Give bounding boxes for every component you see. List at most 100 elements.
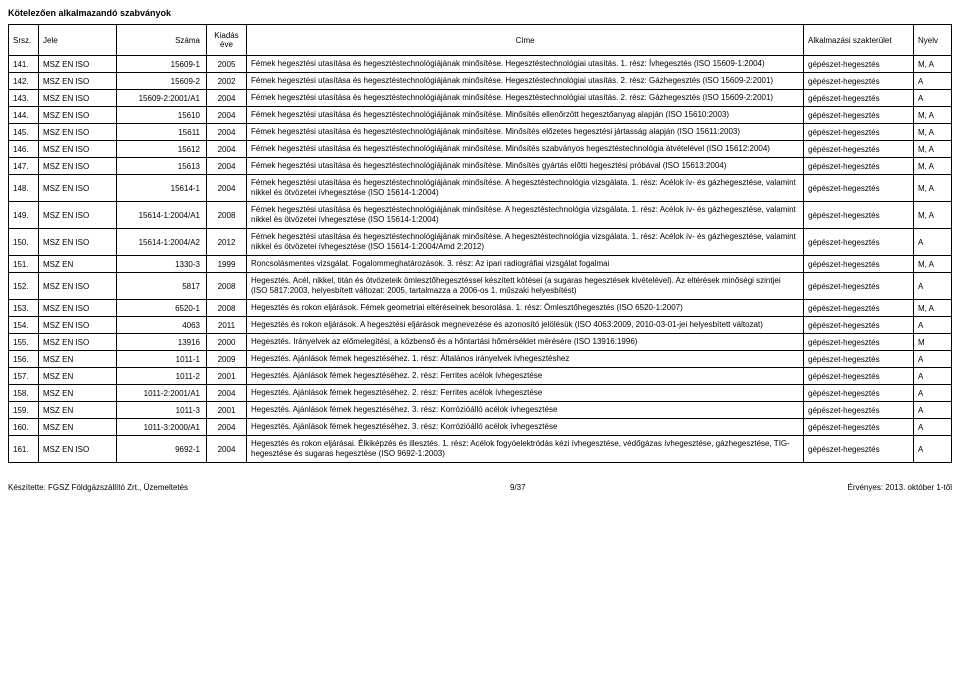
cell-ev: 2004 [207,124,247,141]
cell-szak: gépészet-hegesztés [804,368,914,385]
cell-cime: Fémek hegesztési utasítása és hegesztést… [247,158,804,175]
cell-szak: gépészet-hegesztés [804,90,914,107]
table-row: 160.MSZ EN1011-3:2000/A12004Hegesztés. A… [9,419,952,436]
cell-szak: gépészet-hegesztés [804,158,914,175]
cell-cime: Hegesztés. Ajánlások fémek hegesztéséhez… [247,351,804,368]
cell-srsz: 154. [9,317,39,334]
cell-szama: 13916 [117,334,207,351]
cell-srsz: 142. [9,73,39,90]
cell-srsz: 143. [9,90,39,107]
table-row: 155.MSZ EN ISO139162000Hegesztés. Iránye… [9,334,952,351]
cell-nyelv: M, A [914,124,952,141]
cell-jele: MSZ EN ISO [39,124,117,141]
cell-nyelv: A [914,73,952,90]
cell-szak: gépészet-hegesztés [804,56,914,73]
cell-jele: MSZ EN ISO [39,56,117,73]
table-row: 148.MSZ EN ISO15614-12004Fémek hegesztés… [9,175,952,202]
cell-jele: MSZ EN [39,351,117,368]
table-row: 156.MSZ EN1011-12009Hegesztés. Ajánlások… [9,351,952,368]
cell-jele: MSZ EN [39,368,117,385]
cell-ev: 2001 [207,402,247,419]
cell-cime: Hegesztés. Irányelvek az előmelegítési, … [247,334,804,351]
cell-nyelv: M, A [914,158,952,175]
header-nyelv: Nyelv [914,25,952,56]
cell-szama: 15614-1 [117,175,207,202]
cell-ev: 2008 [207,202,247,229]
doc-title: Kötelezően alkalmazandó szabványok [8,8,952,18]
cell-ev: 1999 [207,256,247,273]
cell-nyelv: M, A [914,175,952,202]
cell-jele: MSZ EN [39,256,117,273]
cell-nyelv: A [914,385,952,402]
cell-srsz: 146. [9,141,39,158]
cell-ev: 2004 [207,436,247,463]
table-row: 157.MSZ EN1011-22001Hegesztés. Ajánlások… [9,368,952,385]
cell-srsz: 159. [9,402,39,419]
table-row: 150.MSZ EN ISO15614-1:2004/A22012Fémek h… [9,229,952,256]
footer-right: Érvényes: 2013. október 1-től [847,483,952,492]
cell-nyelv: A [914,419,952,436]
cell-srsz: 148. [9,175,39,202]
cell-cime: Fémek hegesztési utasítása és hegesztést… [247,73,804,90]
cell-szama: 15609-1 [117,56,207,73]
cell-srsz: 152. [9,273,39,300]
cell-jele: MSZ EN [39,419,117,436]
cell-cime: Fémek hegesztési utasítása és hegesztést… [247,107,804,124]
cell-srsz: 151. [9,256,39,273]
header-ev: Kiadás éve [207,25,247,56]
cell-srsz: 153. [9,300,39,317]
cell-szama: 5817 [117,273,207,300]
cell-srsz: 158. [9,385,39,402]
cell-szama: 15609-2 [117,73,207,90]
cell-ev: 2008 [207,273,247,300]
table-row: 142.MSZ EN ISO15609-22002Fémek hegesztés… [9,73,952,90]
cell-szak: gépészet-hegesztés [804,202,914,229]
cell-szak: gépészet-hegesztés [804,273,914,300]
table-row: 149.MSZ EN ISO15614-1:2004/A12008Fémek h… [9,202,952,229]
table-row: 146.MSZ EN ISO156122004Fémek hegesztési … [9,141,952,158]
cell-cime: Hegesztés és rokon eljárásai. Élkiképzés… [247,436,804,463]
cell-srsz: 160. [9,419,39,436]
cell-nyelv: M, A [914,141,952,158]
cell-jele: MSZ EN [39,385,117,402]
cell-jele: MSZ EN ISO [39,317,117,334]
cell-cime: Fémek hegesztési utasítása és hegesztést… [247,90,804,107]
cell-ev: 2004 [207,385,247,402]
cell-szak: gépészet-hegesztés [804,124,914,141]
cell-jele: MSZ EN ISO [39,202,117,229]
cell-ev: 2011 [207,317,247,334]
cell-jele: MSZ EN ISO [39,436,117,463]
cell-ev: 2009 [207,351,247,368]
cell-ev: 2004 [207,107,247,124]
cell-nyelv: M, A [914,107,952,124]
cell-cime: Hegesztés. Ajánlások fémek hegesztéséhez… [247,385,804,402]
table-row: 153.MSZ EN ISO6520-12008Hegesztés és rok… [9,300,952,317]
cell-szak: gépészet-hegesztés [804,229,914,256]
standards-table: Srsz. Jele Száma Kiadás éve Címe Alkalma… [8,24,952,463]
cell-szama: 15614-1:2004/A1 [117,202,207,229]
table-row: 145.MSZ EN ISO156112004Fémek hegesztési … [9,124,952,141]
cell-cime: Roncsolásmentes vizsgálat. Fogalommeghat… [247,256,804,273]
cell-nyelv: M, A [914,56,952,73]
cell-cime: Fémek hegesztési utasítása és hegesztést… [247,141,804,158]
cell-nyelv: A [914,436,952,463]
cell-ev: 2012 [207,229,247,256]
cell-szak: gépészet-hegesztés [804,300,914,317]
cell-cime: Hegesztés és rokon eljárások. A hegeszté… [247,317,804,334]
cell-szama: 1011-2:2001/A1 [117,385,207,402]
cell-szama: 6520-1 [117,300,207,317]
cell-szak: gépészet-hegesztés [804,175,914,202]
cell-ev: 2004 [207,158,247,175]
cell-jele: MSZ EN [39,402,117,419]
cell-szama: 4063 [117,317,207,334]
cell-jele: MSZ EN ISO [39,107,117,124]
table-row: 151.MSZ EN1330-31999Roncsolásmentes vizs… [9,256,952,273]
header-szama: Száma [117,25,207,56]
cell-cime: Fémek hegesztési utasítása és hegesztést… [247,229,804,256]
footer-left: Készítette: FGSZ Földgázszállító Zrt., Ü… [8,483,188,492]
cell-szak: gépészet-hegesztés [804,73,914,90]
header-srsz: Srsz. [9,25,39,56]
cell-srsz: 145. [9,124,39,141]
cell-jele: MSZ EN ISO [39,300,117,317]
cell-nyelv: M [914,334,952,351]
